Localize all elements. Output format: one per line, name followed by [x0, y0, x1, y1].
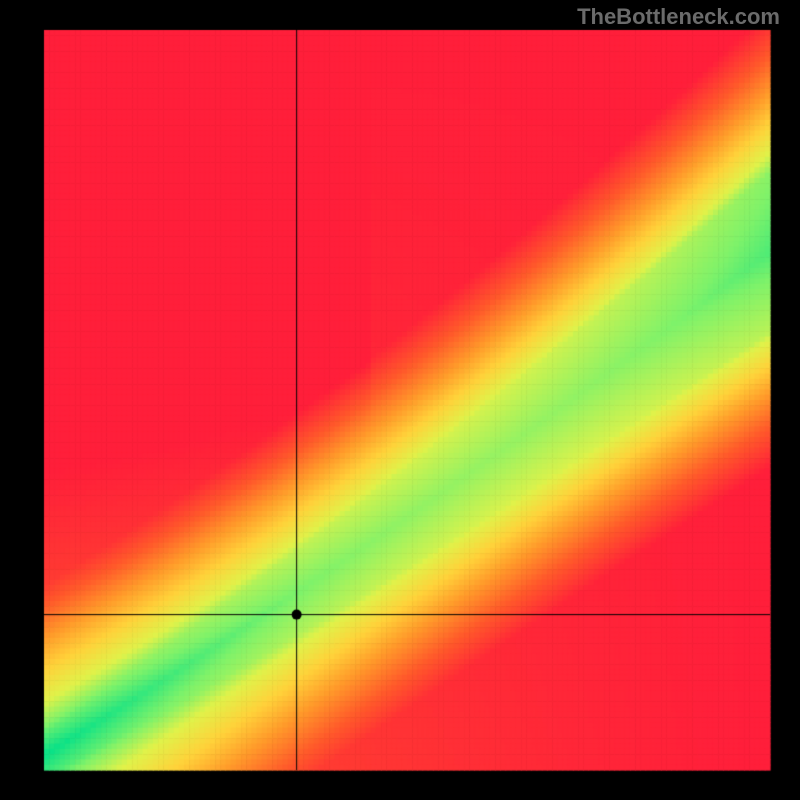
- watermark-text: TheBottleneck.com: [577, 4, 780, 30]
- chart-container: TheBottleneck.com: [0, 0, 800, 800]
- heatmap-canvas: [0, 0, 800, 800]
